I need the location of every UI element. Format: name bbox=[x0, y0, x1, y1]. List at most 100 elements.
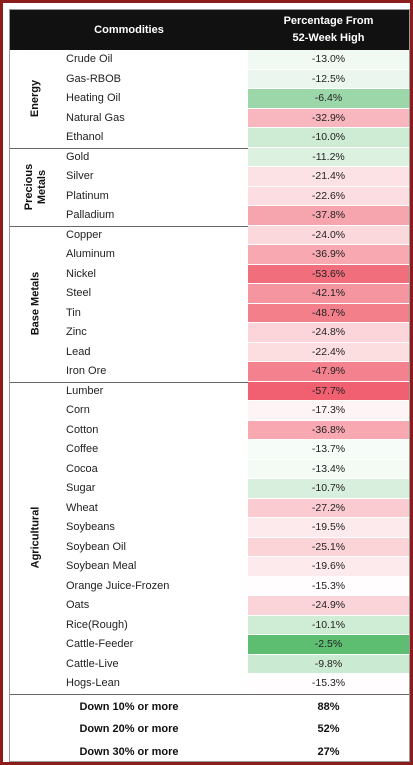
table-row: Oats -24.9% bbox=[10, 596, 409, 616]
group-label: Precious Metals bbox=[10, 148, 62, 226]
commodity-name: Gold bbox=[66, 150, 90, 163]
table-row: Cattle-Live -9.8% bbox=[10, 654, 409, 674]
percentage-cell: -32.9% bbox=[248, 108, 409, 128]
table-row: Orange Juice-Frozen -15.3% bbox=[10, 576, 409, 596]
commodity-name: Orange Juice-Frozen bbox=[66, 579, 170, 592]
table-row: Silver -21.4% bbox=[10, 167, 409, 187]
commodity-name: Wheat bbox=[66, 501, 98, 514]
table-row: Heating Oil -6.4% bbox=[10, 89, 409, 109]
group-label-text: Agricultural bbox=[29, 506, 42, 569]
percentage-cell: -21.4% bbox=[248, 167, 409, 187]
percentage-cell: -36.9% bbox=[248, 245, 409, 265]
header-percentage: Percentage From 52-Week High bbox=[248, 10, 409, 50]
table-row: Palladium -37.8% bbox=[10, 206, 409, 226]
percentage-cell: -15.3% bbox=[248, 674, 409, 694]
commodity-name: Aluminum bbox=[66, 248, 115, 260]
group-label: Energy bbox=[10, 50, 62, 148]
percentage-cell: -13.4% bbox=[248, 459, 409, 479]
commodity-name: Tin bbox=[66, 306, 81, 319]
header-percentage-line1: Percentage From bbox=[283, 15, 374, 27]
percentage-cell: -53.6% bbox=[248, 264, 409, 284]
percentage-cell: -37.8% bbox=[248, 206, 409, 226]
commodity-name: Ethanol bbox=[66, 131, 104, 143]
table-row: Rice(Rough) -10.1% bbox=[10, 615, 409, 635]
percentage-cell: -12.5% bbox=[248, 69, 409, 89]
percentage-cell: -24.0% bbox=[248, 225, 409, 245]
table-row: Steel -42.1% bbox=[10, 284, 409, 304]
table-row: Corn -17.3% bbox=[10, 401, 409, 421]
summary-value: 52% bbox=[317, 723, 340, 735]
group-label-text: Energy bbox=[29, 80, 42, 118]
percentage-cell: -42.1% bbox=[248, 284, 409, 304]
percentage-cell: -2.5% bbox=[248, 635, 409, 655]
table-row: Iron Ore -47.9% bbox=[10, 362, 409, 382]
commodity-name: Silver bbox=[66, 170, 94, 182]
group-label-text: Precious Metals bbox=[23, 163, 48, 210]
commodity-name: Steel bbox=[66, 287, 92, 299]
table-row: Soybean Oil -25.1% bbox=[10, 537, 409, 557]
commodity-name: Natural Gas bbox=[66, 111, 125, 124]
percentage-cell: -22.6% bbox=[248, 186, 409, 206]
percentage-cell: -6.4% bbox=[248, 89, 409, 109]
commodity-name: Palladium bbox=[66, 209, 115, 221]
percentage-cell: -27.2% bbox=[248, 498, 409, 518]
commodity-name: Cotton bbox=[66, 423, 99, 436]
table-row: Sugar -10.7% bbox=[10, 479, 409, 499]
table-row: Cocoa -13.4% bbox=[10, 459, 409, 479]
percentage-cell: -24.9% bbox=[248, 596, 409, 616]
percentage-cell: -10.0% bbox=[248, 128, 409, 148]
table-row: Tin -48.7% bbox=[10, 303, 409, 323]
summary-row: Down 10% or more 88% bbox=[10, 696, 409, 719]
percentage-cell: -15.3% bbox=[248, 576, 409, 596]
percentage-cell: -10.7% bbox=[248, 479, 409, 499]
table-row: Zinc -24.8% bbox=[10, 323, 409, 343]
commodity-name: Coffee bbox=[66, 443, 99, 455]
table-row: Coffee -13.7% bbox=[10, 440, 409, 460]
table-row: Crude Oil -13.0% bbox=[10, 50, 409, 70]
commodity-name: Gas-RBOB bbox=[66, 72, 122, 85]
summary-row: Down 20% or more 52% bbox=[10, 718, 409, 741]
percentage-cell: -36.8% bbox=[248, 420, 409, 440]
summary-value: 88% bbox=[317, 700, 340, 713]
percentage-cell: -24.8% bbox=[248, 323, 409, 343]
table-row: Lumber -57.7% bbox=[10, 381, 409, 401]
commodity-name: Hogs-Lean bbox=[66, 677, 120, 689]
commodity-name: Iron Ore bbox=[66, 365, 107, 377]
table-row: Soybean Meal -19.6% bbox=[10, 557, 409, 577]
commodity-name: Cattle-Feeder bbox=[66, 638, 134, 650]
summary-label: Down 10% or more bbox=[79, 700, 179, 713]
table-row: Ethanol -10.0% bbox=[10, 128, 409, 148]
percentage-cell: -57.7% bbox=[248, 381, 409, 401]
table-row: Natural Gas -32.9% bbox=[10, 108, 409, 128]
table-row: Aluminum -36.9% bbox=[10, 245, 409, 265]
percentage-cell: -13.0% bbox=[248, 50, 409, 70]
percentage-cell: -13.7% bbox=[248, 440, 409, 460]
table-row: Gold -11.2% bbox=[10, 147, 409, 167]
commodity-name: Platinum bbox=[66, 189, 109, 202]
commodity-name: Soybeans bbox=[66, 521, 115, 533]
commodity-name: Soybean Meal bbox=[66, 560, 137, 572]
summary-value: 27% bbox=[317, 745, 340, 758]
commodity-name: Oats bbox=[66, 599, 90, 611]
table-row: Platinum -22.6% bbox=[10, 186, 409, 206]
commodity-name: Zinc bbox=[66, 326, 87, 338]
group-label: Agricultural bbox=[10, 382, 62, 694]
commodity-name: Sugar bbox=[66, 482, 96, 494]
table-row: Nickel -53.6% bbox=[10, 264, 409, 284]
table-row: Cotton -36.8% bbox=[10, 420, 409, 440]
commodity-name: Lead bbox=[66, 345, 91, 358]
table-row: Copper -24.0% bbox=[10, 225, 409, 245]
percentage-cell: -48.7% bbox=[248, 303, 409, 323]
commodity-name: Heating Oil bbox=[66, 92, 121, 104]
percentage-cell: -17.3% bbox=[248, 401, 409, 421]
group-separator bbox=[10, 225, 409, 227]
commodity-name: Lumber bbox=[66, 384, 104, 397]
table-row: Soybeans -19.5% bbox=[10, 518, 409, 538]
summary-label: Down 20% or more bbox=[79, 723, 179, 735]
commodities-table: Commodities Percentage From 52-Week High… bbox=[9, 9, 410, 762]
percentage-cell: -19.6% bbox=[248, 557, 409, 577]
table-row: Lead -22.4% bbox=[10, 342, 409, 362]
commodity-name: Crude Oil bbox=[66, 53, 113, 65]
commodity-name: Corn bbox=[66, 404, 90, 416]
